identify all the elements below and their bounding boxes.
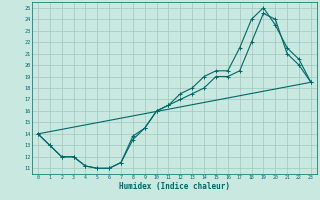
X-axis label: Humidex (Indice chaleur): Humidex (Indice chaleur) bbox=[119, 182, 230, 191]
